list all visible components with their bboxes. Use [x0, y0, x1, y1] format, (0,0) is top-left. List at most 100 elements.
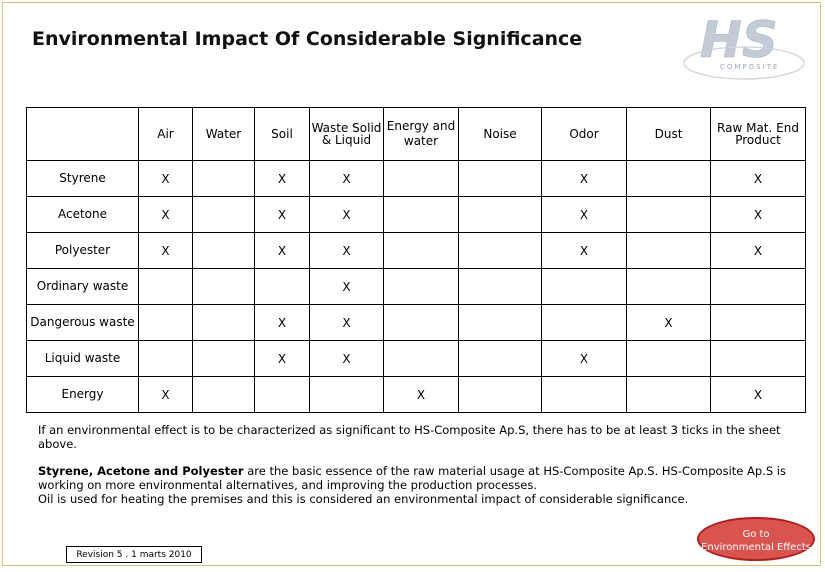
impact-cell: X — [138, 232, 193, 269]
impact-cell: X — [710, 160, 806, 197]
table-row: Ordinary waste X — [26, 268, 806, 305]
svg-text:HS: HS — [700, 11, 778, 69]
row-label: Polyester — [26, 232, 139, 269]
impact-cell — [626, 196, 711, 233]
impact-cell: X — [309, 160, 384, 197]
impact-cell: X — [254, 232, 310, 269]
table-row: Dangerous waste X X X — [26, 304, 806, 341]
goto-line2: Environmental Effects — [701, 542, 811, 553]
impact-cell — [458, 268, 542, 305]
row-label: Liquid waste — [26, 340, 139, 377]
impact-cell — [192, 160, 255, 197]
impact-cell: X — [309, 196, 384, 233]
impact-cell — [383, 268, 459, 305]
hs-composite-logo: HS COMPOSITE — [683, 11, 805, 80]
header-water: Water — [192, 107, 255, 161]
impact-cell — [383, 304, 459, 341]
table-body: Styrene X X X X X Acetone X X X X X Polyester X X X X X Or… — [26, 160, 806, 413]
impact-cell: X — [541, 196, 627, 233]
row-label: Styrene — [26, 160, 139, 197]
impact-cell: X — [138, 376, 193, 413]
slide: Environmental Impact Of Considerable Sig… — [2, 2, 821, 566]
impact-cell — [458, 340, 542, 377]
header-air: Air — [138, 107, 193, 161]
note-threshold: If an environmental effect is to be char… — [38, 423, 781, 451]
revision-label: Revision 5 . 1 marts 2010 — [66, 546, 202, 563]
header-odor: Odor — [541, 107, 627, 161]
impact-cell — [458, 232, 542, 269]
note-oil-heating: Oil is used for heating the premises and… — [38, 492, 689, 506]
header-soil: Soil — [254, 107, 310, 161]
impact-cell — [254, 376, 310, 413]
impact-cell — [138, 304, 193, 341]
impact-cell — [710, 268, 806, 305]
impact-cell: X — [138, 196, 193, 233]
header-waste: Waste Solid & Liquid — [309, 107, 384, 161]
table-row: Styrene X X X X X — [26, 160, 806, 197]
impact-cell — [458, 376, 542, 413]
impact-cell — [138, 340, 193, 377]
impact-cell — [192, 232, 255, 269]
impact-table: Air Water Soil Waste Solid & Liquid Ener… — [26, 107, 806, 413]
impact-cell — [541, 376, 627, 413]
impact-cell — [309, 376, 384, 413]
impact-cell: X — [309, 304, 384, 341]
impact-cell — [192, 196, 255, 233]
impact-cell: X — [309, 268, 384, 305]
impact-cell — [710, 304, 806, 341]
impact-cell — [383, 160, 459, 197]
impact-cell — [192, 304, 255, 341]
table-row: Energy X X X — [26, 376, 806, 413]
table-header-row: Air Water Soil Waste Solid & Liquid Ener… — [26, 107, 806, 161]
impact-cell: X — [254, 196, 310, 233]
impact-cell — [458, 160, 542, 197]
table-row: Acetone X X X X X — [26, 196, 806, 233]
impact-cell — [541, 268, 627, 305]
impact-cell — [192, 376, 255, 413]
row-label: Ordinary waste — [26, 268, 139, 305]
impact-cell — [626, 376, 711, 413]
impact-cell: X — [254, 340, 310, 377]
header-noise: Noise — [458, 107, 542, 161]
impact-cell: X — [710, 232, 806, 269]
logo-subtext: COMPOSITE — [720, 63, 779, 71]
impact-cell — [710, 340, 806, 377]
impact-cell: X — [254, 160, 310, 197]
page-title: Environmental Impact Of Considerable Sig… — [32, 28, 583, 50]
impact-cell — [541, 304, 627, 341]
impact-cell: X — [254, 304, 310, 341]
goto-line1: Go to — [742, 529, 770, 540]
impact-cell — [626, 268, 711, 305]
impact-cell — [626, 160, 711, 197]
impact-cell — [192, 268, 255, 305]
row-label: Dangerous waste — [26, 304, 139, 341]
impact-cell: X — [541, 232, 627, 269]
impact-cell: X — [626, 304, 711, 341]
impact-cell: X — [309, 232, 384, 269]
impact-cell: X — [710, 376, 806, 413]
impact-cell: X — [710, 196, 806, 233]
impact-cell — [254, 268, 310, 305]
impact-cell — [192, 340, 255, 377]
header-raw-material: Raw Mat. End Product — [710, 107, 806, 161]
impact-cell — [626, 340, 711, 377]
impact-cell: X — [138, 160, 193, 197]
table-row: Polyester X X X X X — [26, 232, 806, 269]
note-raw-materials: Styrene, Acetone and Polyester are the b… — [38, 464, 798, 506]
header-energy-water: Energy and water — [383, 107, 459, 161]
impact-cell: X — [541, 160, 627, 197]
note-raw-materials-bold: Styrene, Acetone and Polyester — [38, 464, 244, 478]
notes: If an environmental effect is to be char… — [38, 423, 798, 519]
row-label: Energy — [26, 376, 139, 413]
goto-environmental-effects-button[interactable]: Go to Environmental Effects — [697, 517, 815, 561]
impact-cell: X — [309, 340, 384, 377]
impact-cell: X — [541, 340, 627, 377]
header-empty — [26, 107, 139, 161]
impact-cell — [458, 304, 542, 341]
impact-cell — [458, 196, 542, 233]
impact-cell — [626, 232, 711, 269]
table-row: Liquid waste X X X — [26, 340, 806, 377]
impact-cell — [383, 340, 459, 377]
row-label: Acetone — [26, 196, 139, 233]
impact-cell — [383, 232, 459, 269]
